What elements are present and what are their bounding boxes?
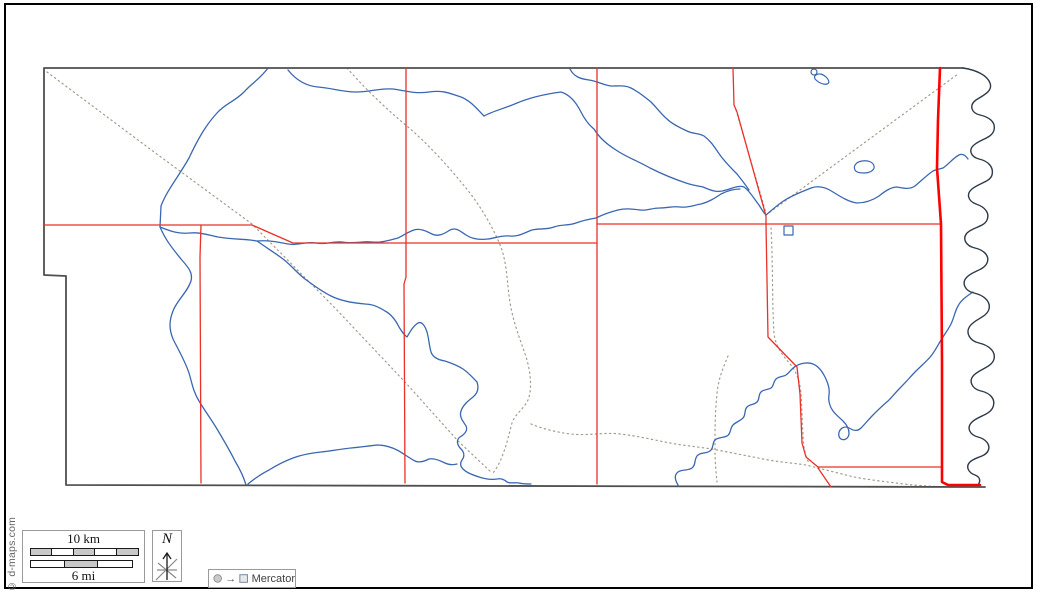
north-label: N — [161, 531, 172, 547]
county-outline — [43, 67, 986, 488]
scale-cell — [52, 549, 74, 555]
boundary-river — [962, 67, 996, 486]
scale-bar: 10 km 6 mi — [22, 530, 145, 583]
scale-km-label: 10 km — [67, 531, 100, 546]
projection-label: Mercator — [251, 572, 295, 585]
projection-box: → Mercator — [208, 569, 296, 588]
river-layer — [159, 67, 974, 486]
flat-square-icon — [239, 574, 249, 583]
copyright-text: © d-maps.com — [6, 516, 18, 592]
scale-cell — [64, 561, 99, 567]
highway-layer — [935, 66, 982, 487]
scale-cell — [95, 549, 117, 555]
scale-cell — [31, 549, 53, 555]
scale-cell — [73, 549, 96, 555]
projection-arrow-icon: → — [225, 572, 237, 585]
trail-layer — [46, 67, 959, 488]
marker-layer — [783, 225, 794, 236]
compass: N — [152, 530, 182, 582]
scale-mi-label: 6 mi — [71, 568, 96, 583]
road-layer — [43, 67, 943, 488]
scale-cell — [31, 561, 65, 567]
scale-bar-km — [30, 548, 139, 556]
lake-layer — [810, 68, 875, 174]
scale-bar-mi — [30, 560, 133, 568]
north-arrow-icon — [155, 551, 178, 581]
scale-cell — [116, 549, 138, 555]
scale-cell — [98, 561, 132, 567]
globe-circle-icon — [213, 574, 222, 583]
